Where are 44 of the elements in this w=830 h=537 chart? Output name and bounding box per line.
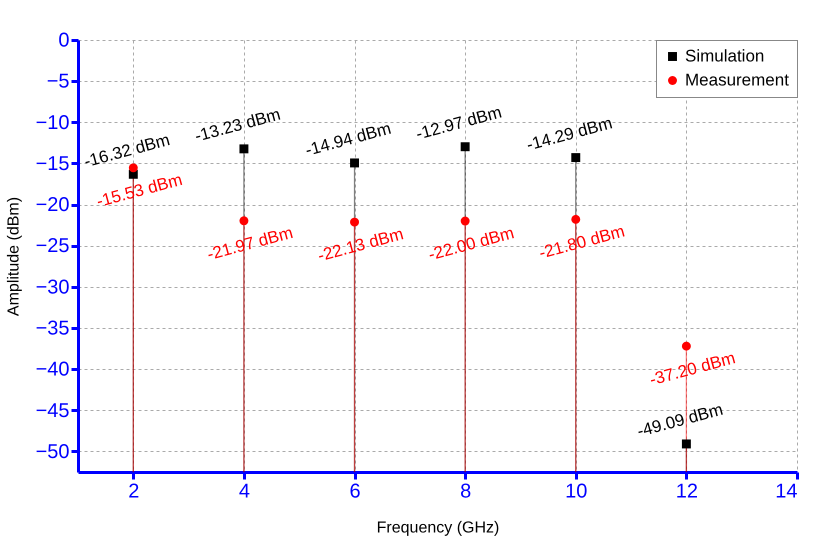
data-label: -15.53 dBm [94,170,184,212]
y-tick-label: −45 [36,400,70,422]
data-label: -16.32 dBm [82,130,172,172]
y-tick-label: −10 [36,112,70,134]
y-tick-label: −35 [36,318,70,340]
y-tick-label: −30 [36,276,70,298]
x-tick-label: 8 [460,480,472,502]
y-tick-label: −15 [36,152,70,175]
data-label: -49.09 dBm [635,400,725,441]
y-tick-label: −40 [36,358,70,381]
point [350,218,360,227]
y-tick-label: 0 [58,30,70,52]
y-tick-label: −20 [36,194,70,216]
point [460,216,470,226]
legend-label: Simulation [685,46,764,66]
data-label: -37.20 dBm [648,348,738,390]
y-tick-label: −25 [36,235,70,258]
data-label: -13.23 dBm [192,104,282,146]
x-tick-label: 2 [128,480,140,502]
point [682,439,691,448]
data-label: -21.80 dBm [536,222,627,263]
data-label: -14.29 dBm [524,113,614,154]
data-label: -22.00 dBm [426,223,516,264]
data-label: -12.97 dBm [414,102,504,144]
x-tick-label: 14 [775,480,798,502]
x-tick-label: 4 [238,480,250,502]
data-label: -22.13 dBm [316,224,406,266]
point [350,158,360,168]
point [682,342,691,351]
point [571,153,580,162]
y-tick-label: −50 [36,440,70,463]
point [239,216,248,226]
data-label: -14.94 dBm [303,118,394,160]
y-tick-label: −5 [46,70,70,93]
legend-label: Measurement [685,70,790,90]
point [460,142,470,152]
y-axis-title: Amplitude (dBm) [6,196,23,316]
x-axis-title: Frequency (GHz) [376,520,500,536]
data-label: -21.97 dBm [205,222,295,264]
x-tick-label: 12 [676,480,698,502]
point [571,214,580,224]
x-tick-label: 6 [349,480,361,502]
point [239,144,248,154]
x-tick-label: 10 [565,480,588,502]
